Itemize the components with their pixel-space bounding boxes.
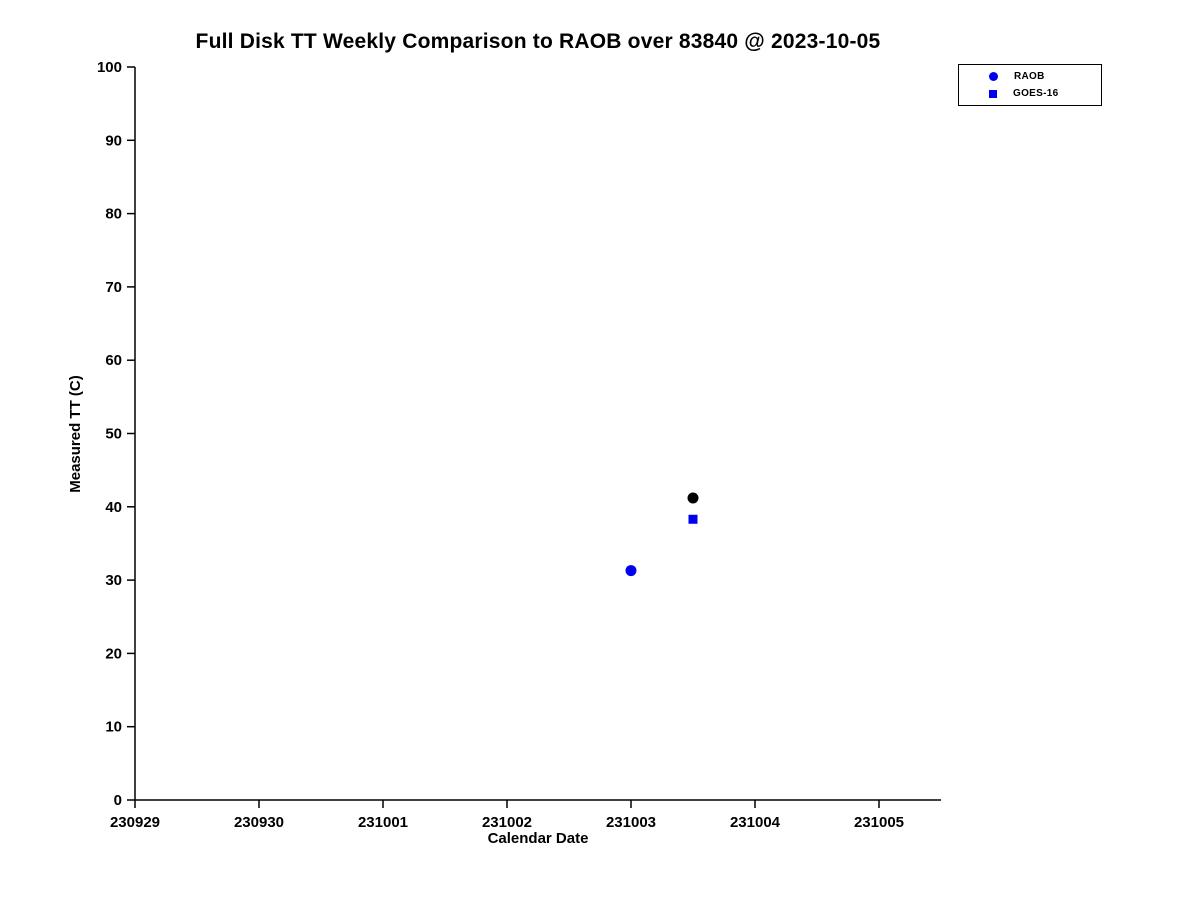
y-tick-label: 20 — [105, 645, 122, 662]
y-tick-label: 10 — [105, 719, 122, 736]
x-tick-label: 231003 — [606, 814, 656, 831]
legend-entry-goes16: GOES-16 — [959, 87, 1101, 101]
y-tick-label: 0 — [114, 792, 122, 809]
goes16-marker-icon — [989, 89, 997, 98]
y-tick-label: 40 — [105, 499, 122, 516]
data-points — [625, 492, 699, 577]
legend-entry-raob: RAOB — [959, 70, 1101, 84]
data-point-raob — [625, 565, 637, 577]
legend: RAOB GOES-16 — [958, 64, 1102, 106]
legend-label-goes16: GOES-16 — [1013, 88, 1059, 99]
x-tick-label: 231005 — [854, 814, 904, 831]
legend-label-raob: RAOB — [1014, 71, 1045, 82]
y-tick-label: 50 — [105, 426, 122, 443]
x-tick-label: 231004 — [730, 814, 781, 831]
data-point-raob — [687, 492, 699, 504]
x-tick-label: 230930 — [234, 814, 284, 831]
x-axis-label: Calendar Date — [488, 830, 589, 847]
y-tick-label: 80 — [105, 206, 122, 223]
y-axis-label: Measured TT (C) — [67, 375, 84, 493]
axes: 230929 230930 231001 231002 231003 231004 2310… — [97, 59, 941, 831]
raob-marker-icon — [989, 72, 998, 81]
y-tick-label: 60 — [105, 352, 122, 369]
y-tick-label: 30 — [105, 572, 122, 589]
data-point-goes-16 — [688, 514, 698, 524]
y-tick-label: 100 — [97, 59, 122, 76]
x-tick-label: 231002 — [482, 814, 532, 831]
chart-title: Full Disk TT Weekly Comparison to RAOB o… — [195, 30, 881, 53]
y-tick-label: 90 — [105, 132, 122, 149]
y-tick-label: 70 — [105, 279, 122, 296]
x-tick-label: 230929 — [110, 814, 160, 831]
x-tick-label: 231001 — [358, 814, 408, 831]
